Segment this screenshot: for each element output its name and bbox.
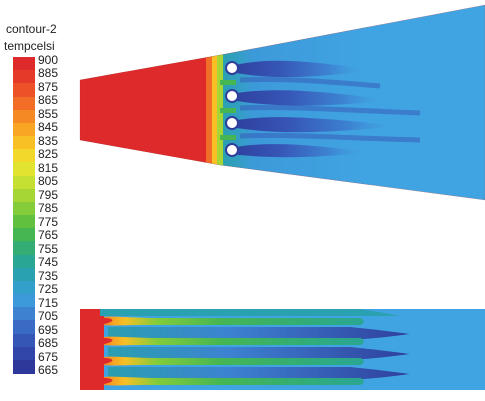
colorbar-tick-label: 685 <box>38 336 59 351</box>
colorbar-band <box>13 83 35 98</box>
colorbar-band <box>13 346 35 361</box>
tube-wakes <box>231 60 421 158</box>
colorbar-tick-label: 765 <box>38 228 59 243</box>
colorbar-band <box>13 57 35 71</box>
colorbar-band <box>13 267 35 282</box>
colorbar-tick-label: 795 <box>38 187 59 202</box>
colorbar-band <box>13 280 35 295</box>
fins <box>104 316 364 386</box>
colorbar-band <box>13 201 35 216</box>
colorbar-tick-label: 845 <box>38 120 59 135</box>
colorbar-band <box>13 254 35 269</box>
colorbar-tick-label: 825 <box>38 147 59 162</box>
colorbar-band <box>13 175 35 190</box>
colorbar-band <box>13 333 35 348</box>
colorbar-tick-label: 855 <box>38 106 59 121</box>
colorbar-tick-label: 725 <box>38 282 59 297</box>
colorbar-tick-label: 695 <box>38 322 59 337</box>
colorbar-band <box>13 241 35 256</box>
colorbar-tick-label: 755 <box>38 241 59 256</box>
colorbar-band <box>13 96 35 111</box>
colorbar-tick-label: 735 <box>38 268 59 283</box>
colorbar-band <box>13 122 35 137</box>
colorbar-tick-label: 815 <box>38 160 59 175</box>
colorbar-tick-label: 775 <box>38 214 59 229</box>
colorbar-band <box>13 359 35 374</box>
colorbar-band <box>13 320 35 335</box>
colorbar-tick-label: 875 <box>38 79 59 94</box>
legend-title: contour-2 <box>6 22 57 36</box>
colorbar-tick-label: 835 <box>38 133 59 148</box>
colorbar-tick-label: 865 <box>38 93 59 108</box>
bottom-channel-contour <box>80 309 485 390</box>
colorbar-tick-label: 900 <box>38 53 59 67</box>
colorbar-band <box>13 162 35 177</box>
colorbar-band <box>13 149 35 163</box>
colorbar-band <box>13 215 35 229</box>
colorbar <box>13 57 35 374</box>
colorbar-tick-label: 715 <box>38 295 59 310</box>
colorbar-tick-label: 745 <box>38 255 59 270</box>
channel-flows <box>100 309 410 380</box>
colorbar-band <box>13 294 35 308</box>
tube-circles <box>225 61 239 157</box>
colorbar-band <box>13 109 35 124</box>
legend-variable: tempcelsi <box>4 39 55 53</box>
colorbar-tick-label: 805 <box>38 174 59 189</box>
colorbar-tick-label: 785 <box>38 201 59 216</box>
colorbar-band <box>13 136 35 150</box>
colorbar-tick-label: 705 <box>38 309 59 324</box>
colorbar-band <box>13 188 35 203</box>
colorbar-band <box>13 228 35 242</box>
colorbar-tick-label: 665 <box>38 363 59 377</box>
colorbar-tick-label: 675 <box>38 349 59 364</box>
top-duct-contour <box>79 4 485 201</box>
colorbar-tick-label: 885 <box>38 66 59 81</box>
colorbar-band <box>13 307 35 321</box>
colorbar-band <box>13 70 35 84</box>
